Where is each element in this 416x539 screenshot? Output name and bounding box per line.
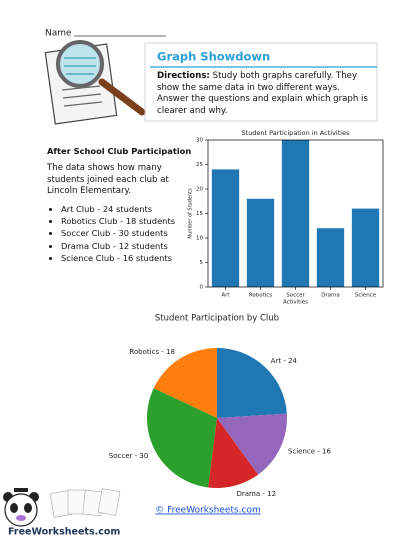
bar <box>351 208 380 287</box>
panda-logo <box>3 488 39 527</box>
y-tick-label: 20 <box>196 187 203 193</box>
pie-slice <box>217 413 287 475</box>
x-tick-label: Robotics <box>249 293 273 299</box>
club-item: Drama Club - 12 students <box>61 240 201 252</box>
header-box <box>144 42 378 122</box>
section-text: The data shows how many students joined … <box>47 163 169 196</box>
y-tick-label: 10 <box>196 236 203 242</box>
bar <box>246 198 275 287</box>
worksheet-thumbnails <box>49 488 121 518</box>
y-tick-label: 15 <box>196 211 203 217</box>
directions-label: Directions: <box>157 71 210 81</box>
club-item: Science Club - 16 students <box>61 252 201 264</box>
x-tick-label: Art <box>221 293 230 299</box>
x-tick-label: Soccer <box>286 293 305 299</box>
y-tick-label: 5 <box>200 260 204 266</box>
slice-label: Soccer - 30 <box>109 452 149 460</box>
directions: Directions: Study both graphs carefully.… <box>157 71 372 117</box>
chart-title: Student Participation by Club <box>155 314 279 324</box>
pie-slice <box>208 418 259 489</box>
slice-label: Science - 16 <box>288 447 332 455</box>
directions-text: Study both graphs carefully. They show t… <box>157 71 368 116</box>
magnifier-icon <box>44 40 146 125</box>
y-tick-label: 30 <box>196 138 203 144</box>
chart-title: Student Participation in Activities <box>242 129 351 137</box>
club-item: Art Club - 24 students <box>61 203 201 215</box>
y-axis-label: Number of Students <box>188 188 194 239</box>
y-tick-label: 25 <box>196 162 203 168</box>
x-axis-label: Activities <box>283 300 308 306</box>
pie-slice <box>146 388 217 488</box>
bar <box>281 140 310 287</box>
y-tick-label: 0 <box>200 285 204 291</box>
section-title: After School Club Participation <box>47 146 192 156</box>
name-label: Name <box>45 29 72 39</box>
club-item: Robotics Club - 18 students <box>61 215 201 227</box>
footer-link[interactable]: © FreeWorksheets.com <box>155 506 261 516</box>
bar <box>211 169 240 287</box>
logo-text: FreeWorksheets.com <box>8 527 120 538</box>
x-tick-label: Drama <box>321 293 340 299</box>
pie-slice <box>153 348 217 418</box>
bar <box>316 228 345 287</box>
club-item: Soccer Club - 30 students <box>61 227 201 239</box>
slice-label: Drama - 12 <box>236 490 276 498</box>
header-title: Graph Showdown <box>157 50 270 64</box>
slice-label: Robotics - 18 <box>129 348 175 356</box>
axes-frame <box>207 139 384 288</box>
x-tick-label: Science <box>355 293 377 299</box>
pie-slice <box>217 348 287 418</box>
slice-label: Art - 24 <box>271 357 298 365</box>
club-list: Art Club - 24 studentsRobotics Club - 18… <box>47 203 201 264</box>
